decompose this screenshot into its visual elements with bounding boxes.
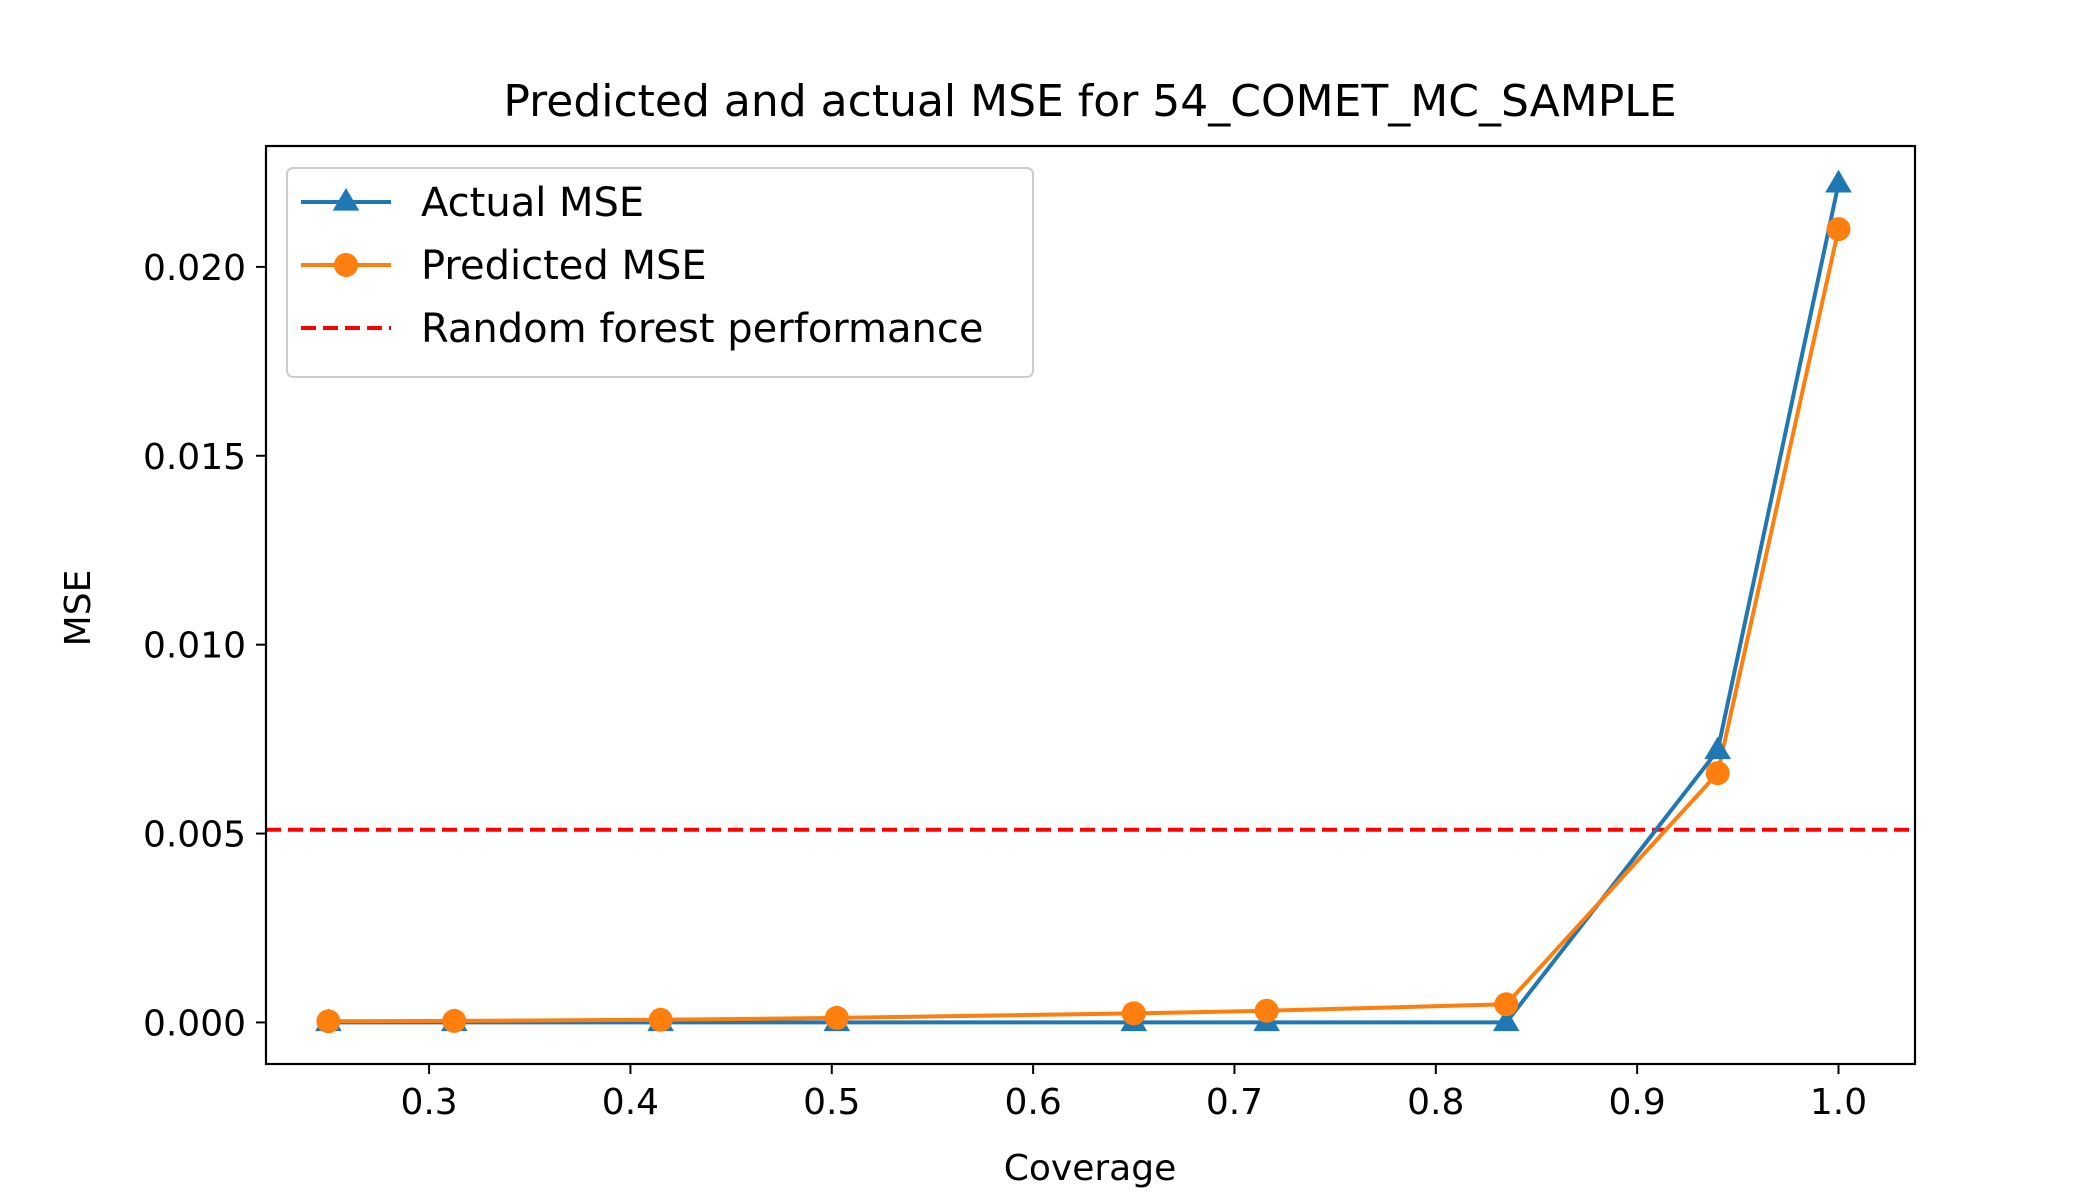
x-tick-label: 1.0 — [1810, 1082, 1867, 1123]
data-point-0-7 — [1704, 736, 1731, 760]
y-tick-label: 0.020 — [143, 248, 246, 289]
legend-label-2: Random forest performance — [421, 306, 983, 352]
data-point-0-6 — [1492, 1008, 1520, 1032]
y-tick-label: 0.015 — [143, 437, 246, 478]
legend-label-0: Actual MSE — [421, 180, 644, 226]
data-point-1-0 — [316, 1009, 341, 1034]
x-tick-label: 0.8 — [1407, 1082, 1464, 1123]
x-axis-label: Coverage — [1004, 1148, 1176, 1189]
y-tick-label: 0.000 — [143, 1003, 246, 1044]
y-axis-label: MSE — [58, 570, 99, 647]
data-point-1-7 — [1705, 761, 1730, 786]
data-point-0-8 — [1825, 169, 1852, 193]
legend-box — [286, 167, 1034, 378]
data-point-1-2 — [648, 1007, 673, 1032]
legend-label-1: Predicted MSE — [421, 243, 707, 289]
legend-swatch-marker-0 — [332, 188, 360, 211]
y-tick-label: 0.005 — [143, 815, 246, 856]
x-tick-label: 0.6 — [1004, 1082, 1061, 1123]
data-point-1-8 — [1826, 217, 1851, 242]
legend-swatch-marker-1 — [334, 253, 358, 277]
legend: Actual MSE Predicted MSE Random forest per… — [286, 167, 1034, 378]
x-axis-ticks: 0.3 0.4 0.5 0.6 0.7 0.8 0.9 1.0 — [400, 1064, 1867, 1123]
x-tick-label: 0.7 — [1206, 1082, 1263, 1123]
data-point-1-3 — [824, 1005, 849, 1030]
chart-title: Predicted and actual MSE for 54_COMET_MC… — [503, 76, 1676, 127]
x-tick-label: 0.5 — [803, 1082, 860, 1123]
x-tick-label: 0.9 — [1609, 1082, 1666, 1123]
plot-area — [264, 144, 1917, 1066]
data-point-1-1 — [442, 1008, 467, 1033]
data-point-1-5 — [1254, 998, 1279, 1023]
axes-frame — [264, 144, 1917, 1066]
y-axis-ticks: 0.000 0.005 0.010 0.015 0.020 — [143, 248, 266, 1044]
y-tick-label: 0.010 — [143, 626, 246, 667]
x-tick-label: 0.4 — [602, 1082, 659, 1123]
data-point-1-4 — [1121, 1001, 1146, 1026]
data-point-1-6 — [1494, 992, 1519, 1017]
x-tick-label: 0.3 — [400, 1082, 457, 1123]
